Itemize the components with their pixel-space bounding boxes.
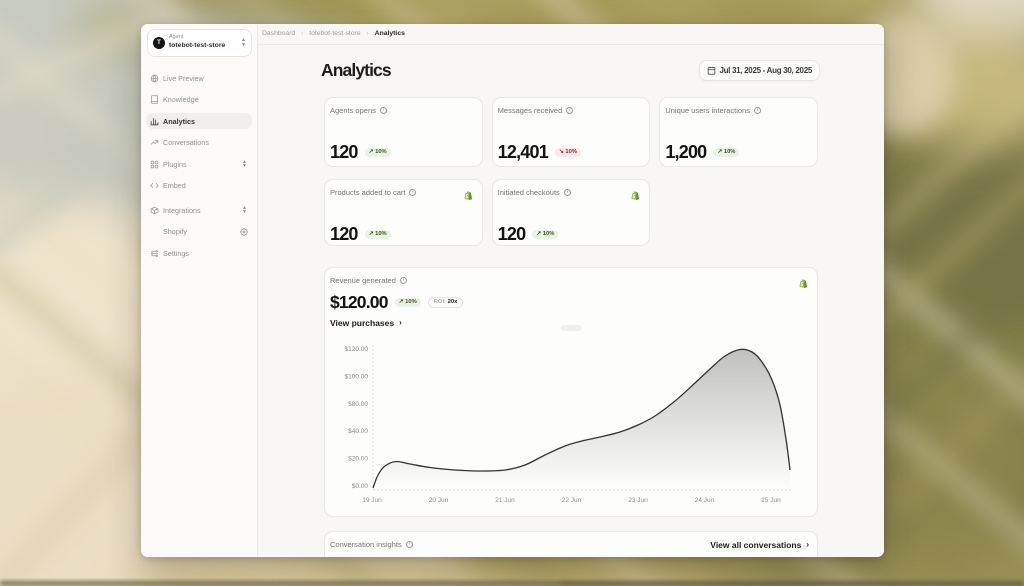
svg-text:$80.00: $80.00 [348, 400, 368, 407]
svg-text:$20.00: $20.00 [348, 455, 368, 462]
svg-text:21 Jun: 21 Jun [495, 497, 515, 504]
svg-text:22 Jun: 22 Jun [562, 497, 582, 504]
svg-text:$100.00: $100.00 [345, 373, 369, 380]
svg-text:24 Jun: 24 Jun [695, 497, 715, 504]
svg-text:25 Jun: 25 Jun [761, 497, 781, 504]
svg-text:$120.00: $120.00 [345, 346, 369, 353]
svg-text:23 Jun: 23 Jun [628, 497, 648, 504]
svg-text:$0.00: $0.00 [352, 482, 369, 489]
svg-text:20 Jun: 20 Jun [429, 497, 449, 504]
svg-text:$40.00: $40.00 [348, 428, 368, 435]
svg-text:19 Jun: 19 Jun [362, 497, 382, 504]
